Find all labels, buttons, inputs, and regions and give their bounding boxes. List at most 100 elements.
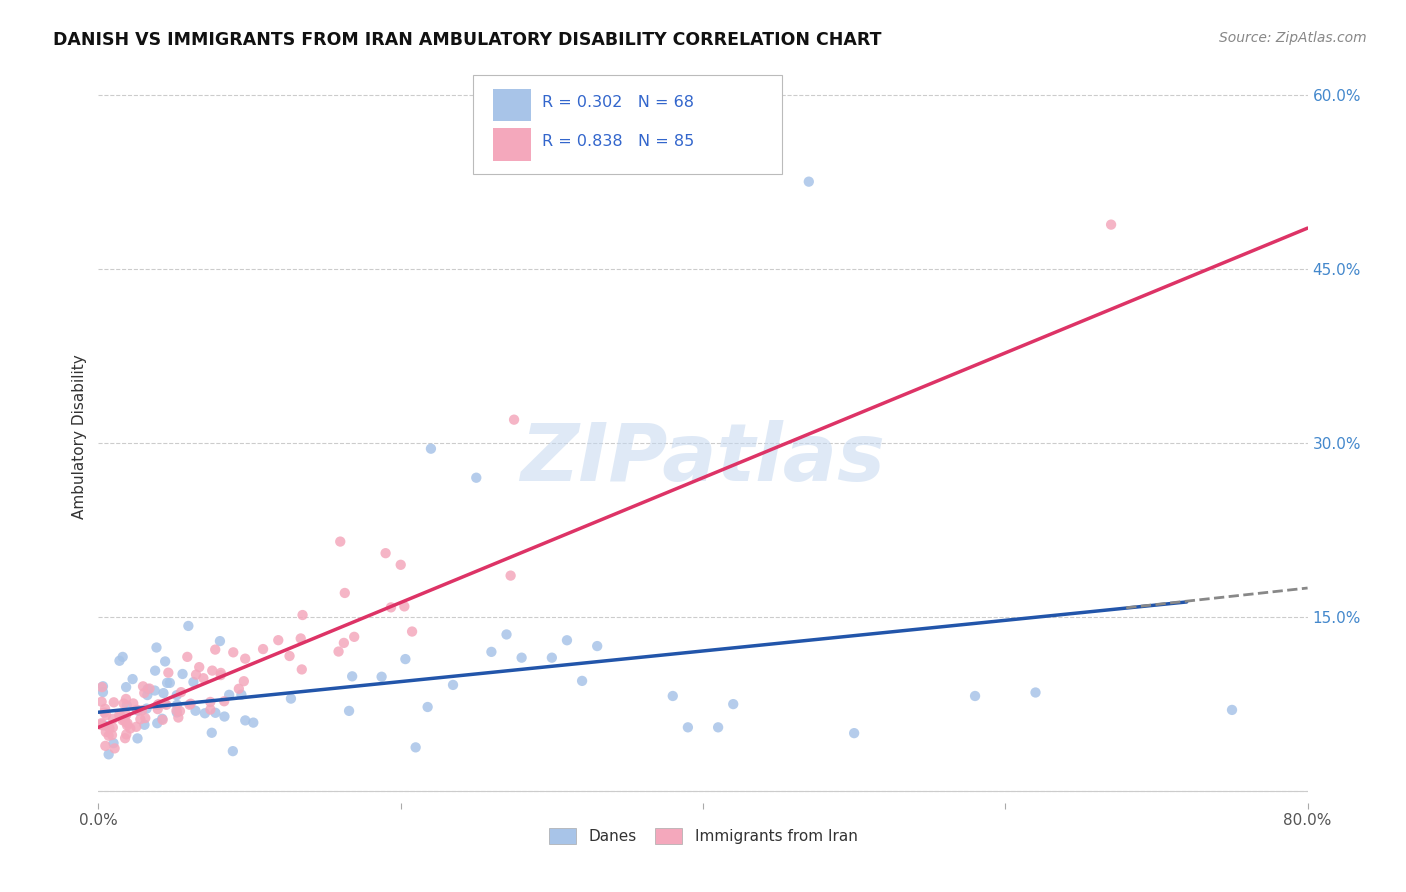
Point xyxy=(166,688,188,702)
Point xyxy=(416,700,439,714)
Point xyxy=(499,568,522,582)
Point xyxy=(114,714,136,728)
Point xyxy=(797,175,820,189)
Point xyxy=(104,741,127,756)
Point xyxy=(153,697,176,711)
Point xyxy=(136,681,159,696)
Point xyxy=(146,702,169,716)
Point xyxy=(503,412,526,426)
Point xyxy=(146,698,169,712)
Point xyxy=(91,685,114,699)
Point xyxy=(115,718,138,732)
Point xyxy=(112,697,135,711)
Point xyxy=(152,686,174,700)
Point xyxy=(370,670,392,684)
Point xyxy=(194,706,217,721)
Point xyxy=(166,706,188,720)
Point xyxy=(380,600,402,615)
Point xyxy=(115,698,138,713)
Point xyxy=(333,636,356,650)
Point xyxy=(661,689,683,703)
Point xyxy=(212,694,235,708)
Point xyxy=(148,697,170,711)
Point xyxy=(340,669,363,683)
Point xyxy=(571,673,593,688)
Y-axis label: Ambulatory Disability: Ambulatory Disability xyxy=(72,355,87,519)
Point xyxy=(101,721,124,735)
Point xyxy=(110,709,132,723)
Point xyxy=(115,727,138,741)
Point xyxy=(209,668,232,682)
Point xyxy=(120,722,142,736)
Point xyxy=(167,710,190,724)
Point xyxy=(169,704,191,718)
Point xyxy=(150,712,173,726)
Point xyxy=(201,664,224,678)
Point xyxy=(291,607,314,622)
Point xyxy=(495,627,517,641)
Point xyxy=(232,674,254,689)
Point xyxy=(94,725,117,739)
Text: DANISH VS IMMIGRANTS FROM IRAN AMBULATORY DISABILITY CORRELATION CHART: DANISH VS IMMIGRANTS FROM IRAN AMBULATOR… xyxy=(53,31,882,49)
Point xyxy=(172,667,194,681)
Text: R = 0.838   N = 85: R = 0.838 N = 85 xyxy=(543,134,695,149)
Point xyxy=(125,703,148,717)
Point xyxy=(93,718,115,732)
Point xyxy=(134,686,156,700)
Point xyxy=(965,689,987,703)
Point xyxy=(114,731,136,746)
Point xyxy=(218,688,240,702)
Point xyxy=(233,651,256,665)
Point xyxy=(374,546,396,560)
Point xyxy=(145,640,167,655)
Point xyxy=(125,720,148,734)
Point xyxy=(204,642,226,657)
Point xyxy=(290,632,312,646)
Point xyxy=(166,704,188,718)
Point xyxy=(208,634,231,648)
Point xyxy=(555,633,578,648)
Point xyxy=(394,599,416,614)
Point xyxy=(337,704,360,718)
Point xyxy=(117,716,139,731)
Point xyxy=(179,698,201,712)
Point xyxy=(94,739,117,753)
Point xyxy=(1099,218,1122,232)
Point xyxy=(115,680,138,694)
Point xyxy=(233,714,256,728)
Point xyxy=(204,706,226,720)
Point xyxy=(170,685,193,699)
Point xyxy=(122,697,145,711)
Point xyxy=(127,731,149,746)
Text: ZIPatlas: ZIPatlas xyxy=(520,420,886,498)
Point xyxy=(132,679,155,693)
Point xyxy=(278,648,301,663)
Point xyxy=(183,675,205,690)
Point xyxy=(201,725,224,739)
Point xyxy=(90,716,112,731)
Point xyxy=(228,681,250,696)
Point xyxy=(420,442,443,456)
Point xyxy=(176,649,198,664)
Point xyxy=(159,676,181,690)
Point xyxy=(157,665,180,680)
Text: Source: ZipAtlas.com: Source: ZipAtlas.com xyxy=(1219,31,1367,45)
Point xyxy=(143,683,166,698)
Point xyxy=(291,662,314,676)
Point xyxy=(394,652,416,666)
Point xyxy=(111,649,134,664)
Point xyxy=(481,645,503,659)
Point xyxy=(143,664,166,678)
Point xyxy=(540,650,562,665)
Point xyxy=(184,667,207,681)
FancyBboxPatch shape xyxy=(492,89,531,121)
Point xyxy=(115,708,138,723)
Point xyxy=(166,698,188,712)
Point xyxy=(184,704,207,718)
Point xyxy=(214,709,236,723)
Point xyxy=(103,695,125,709)
Point xyxy=(401,624,423,639)
Point xyxy=(676,720,699,734)
Point xyxy=(155,698,177,712)
Point xyxy=(1024,685,1046,699)
